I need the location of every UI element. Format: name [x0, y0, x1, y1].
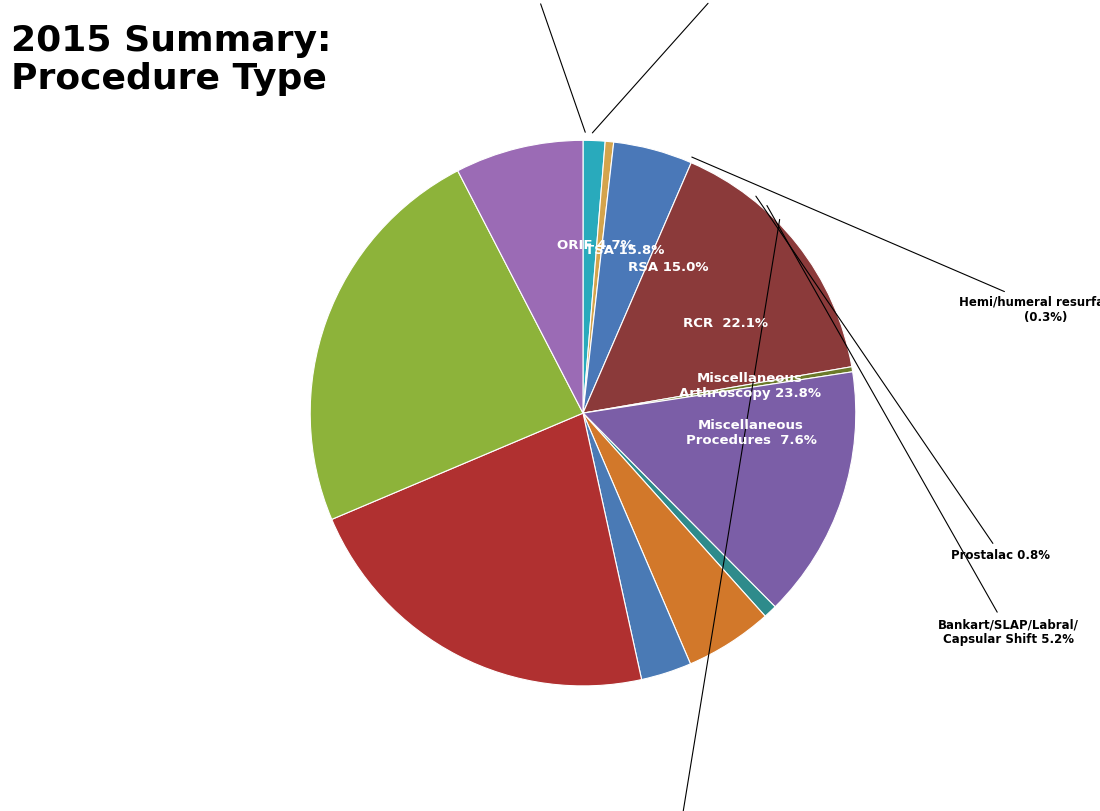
Text: Knee Arthroscopy
(Dr. Higgins)  1.3%: Knee Arthroscopy (Dr. Higgins) 1.3% [472, 0, 596, 133]
Text: Latarjet 3.0%: Latarjet 3.0% [632, 220, 780, 811]
Wedge shape [310, 172, 583, 520]
Text: TSA 15.8%: TSA 15.8% [585, 243, 664, 256]
Text: 2015 Summary:
Procedure Type: 2015 Summary: Procedure Type [11, 24, 331, 97]
Text: Prostalac 0.8%: Prostalac 0.8% [756, 197, 1050, 562]
Wedge shape [583, 414, 775, 616]
Wedge shape [458, 141, 583, 414]
Wedge shape [583, 142, 614, 414]
Text: RCR  22.1%: RCR 22.1% [683, 317, 769, 330]
Wedge shape [583, 164, 851, 414]
Text: Hemi/humeral resurfacing
(0.3%): Hemi/humeral resurfacing (0.3%) [692, 158, 1100, 324]
Wedge shape [583, 414, 691, 680]
Text: RSA 15.0%: RSA 15.0% [628, 261, 708, 274]
Wedge shape [583, 414, 766, 664]
Text: Miscellaneous
Procedures  7.6%: Miscellaneous Procedures 7.6% [685, 418, 816, 446]
Wedge shape [332, 414, 641, 686]
Text: Bankart/SLAP/Labral/
Capsular Shift 5.2%: Bankart/SLAP/Labral/ Capsular Shift 5.2% [767, 206, 1078, 646]
Text: ACL Reconstruction
(Dr. Higgins) 0.5%: ACL Reconstruction (Dr. Higgins) 0.5% [593, 0, 790, 134]
Text: Miscellaneous
Arthroscopy 23.8%: Miscellaneous Arthroscopy 23.8% [679, 372, 821, 400]
Wedge shape [583, 141, 605, 414]
Text: ORIF 4.7%: ORIF 4.7% [557, 238, 634, 251]
Wedge shape [583, 367, 852, 414]
Wedge shape [583, 143, 691, 414]
Wedge shape [583, 372, 856, 607]
